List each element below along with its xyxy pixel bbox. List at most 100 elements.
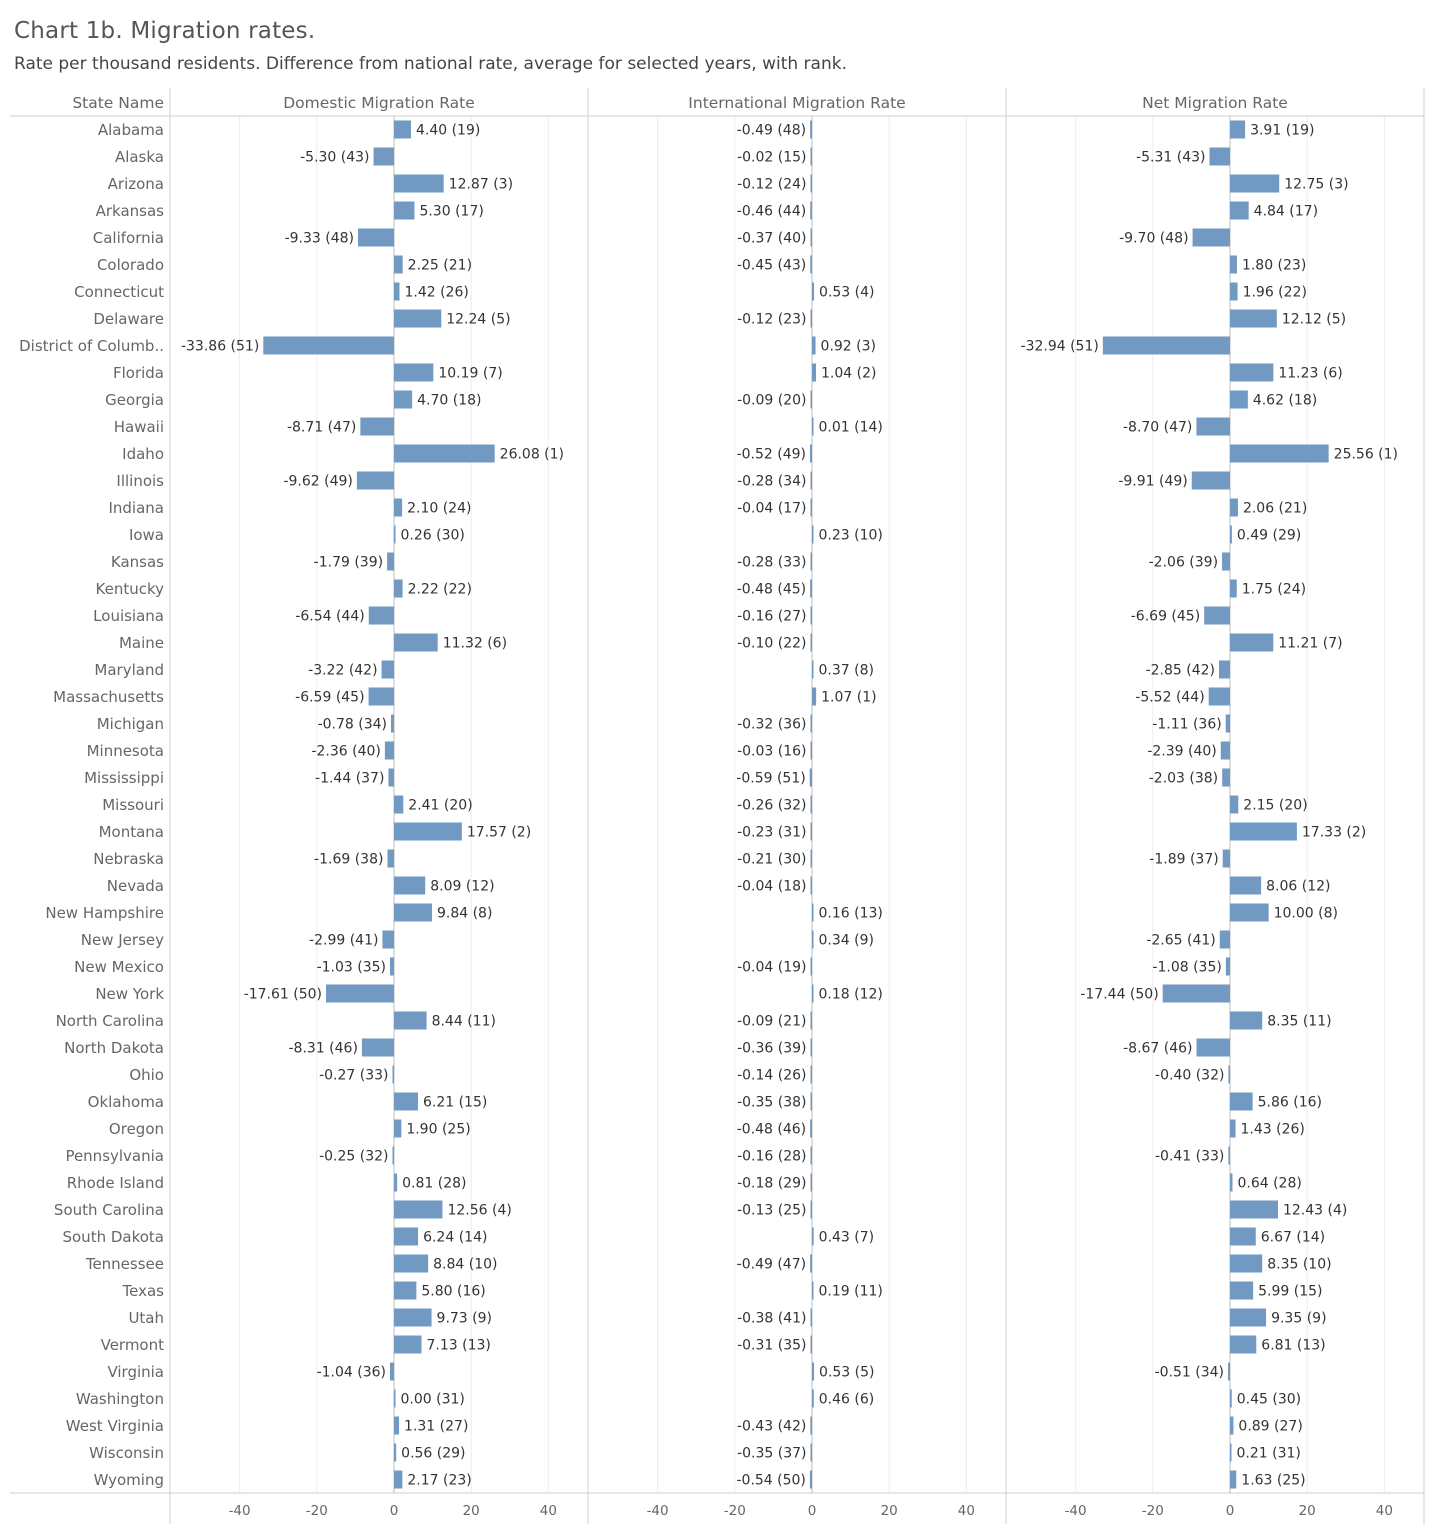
- data-label-domestic-migration-rate-pennsylvania: -0.25 (32): [319, 1149, 388, 1165]
- state-label-ohio: Ohio: [129, 1066, 164, 1084]
- data-label-international-migration-rate-north-carolina: -0.09 (21): [737, 1014, 806, 1030]
- bar-international-migration-rate-wyoming: [809, 1470, 812, 1489]
- bar-international-migration-rate-south-carolina: [810, 1200, 812, 1219]
- bar-net-migration-rate-connecticut: [1230, 282, 1238, 301]
- data-label-international-migration-rate-missouri: -0.26 (32): [737, 798, 806, 814]
- data-label-net-migration-rate-washington: 0.45 (30): [1237, 1392, 1301, 1408]
- data-label-international-migration-rate-vermont: -0.31 (35): [737, 1338, 806, 1354]
- bar-international-migration-rate-michigan: [810, 714, 812, 733]
- bars: [263, 120, 1329, 1489]
- bar-domestic-migration-rate-rhode-island: [394, 1173, 398, 1192]
- bar-domestic-migration-rate-massachusetts: [368, 687, 394, 706]
- bar-domestic-migration-rate-district-of-columb: [263, 336, 394, 355]
- bar-net-migration-rate-south-dakota: [1230, 1227, 1256, 1246]
- data-label-international-migration-rate-pennsylvania: -0.16 (28): [737, 1149, 806, 1165]
- bar-net-migration-rate-alabama: [1230, 120, 1246, 139]
- bar-net-migration-rate-virginia: [1228, 1362, 1230, 1381]
- data-label-international-migration-rate-oregon: -0.48 (46): [737, 1122, 806, 1138]
- x-tick-label: 40: [958, 1503, 975, 1519]
- state-label-pennsylvania: Pennsylvania: [65, 1147, 164, 1165]
- data-label-domestic-migration-rate-minnesota: -2.36 (40): [311, 744, 380, 760]
- bar-net-migration-rate-michigan: [1225, 714, 1230, 733]
- bar-domestic-migration-rate-wyoming: [394, 1470, 403, 1489]
- bar-international-migration-rate-massachusetts: [812, 687, 817, 706]
- bar-net-migration-rate-maryland: [1218, 660, 1230, 679]
- state-label-south-carolina: South Carolina: [54, 1201, 164, 1219]
- data-label-domestic-migration-rate-florida: 10.19 (7): [438, 366, 502, 382]
- bar-domestic-migration-rate-ohio: [392, 1065, 394, 1084]
- data-label-net-migration-rate-maine: 11.21 (7): [1278, 636, 1342, 652]
- header-layer: State Name Domestic Migration Rate Intern…: [72, 94, 1288, 112]
- data-label-domestic-migration-rate-indiana: 2.10 (24): [407, 501, 471, 517]
- bar-international-migration-rate-kansas: [810, 552, 812, 571]
- row-header: State Name: [72, 94, 164, 112]
- state-label-arkansas: Arkansas: [96, 202, 165, 220]
- state-label-oklahoma: Oklahoma: [88, 1093, 164, 1111]
- bar-domestic-migration-rate-new-jersey: [382, 930, 394, 949]
- bar-domestic-migration-rate-oregon: [394, 1119, 402, 1138]
- state-label-alaska: Alaska: [115, 148, 164, 166]
- data-label-net-migration-rate-ohio: -0.40 (32): [1155, 1068, 1224, 1084]
- data-label-net-migration-rate-texas: 5.99 (15): [1258, 1284, 1322, 1300]
- bar-net-migration-rate-nebraska: [1222, 849, 1230, 868]
- state-label-idaho: Idaho: [122, 445, 164, 463]
- state-label-missouri: Missouri: [102, 796, 164, 814]
- data-label-net-migration-rate-new-jersey: -2.65 (41): [1146, 933, 1215, 949]
- bar-net-migration-rate-missouri: [1230, 795, 1239, 814]
- data-label-domestic-migration-rate-arizona: 12.87 (3): [449, 177, 513, 193]
- state-label-nebraska: Nebraska: [93, 850, 164, 868]
- bar-international-migration-rate-tennessee: [810, 1254, 812, 1273]
- bar-domestic-migration-rate-colorado: [394, 255, 403, 274]
- x-tick-label: -40: [647, 1503, 669, 1519]
- data-label-domestic-migration-rate-new-mexico: -1.03 (35): [317, 960, 386, 976]
- bar-international-migration-rate-ohio: [810, 1065, 812, 1084]
- state-label-indiana: Indiana: [108, 499, 164, 517]
- data-label-net-migration-rate-oregon: 1.43 (26): [1241, 1122, 1305, 1138]
- bar-international-migration-rate-south-dakota: [812, 1227, 814, 1246]
- chart-title: Chart 1b. Migration rates.: [14, 18, 316, 44]
- bar-domestic-migration-rate-missouri: [394, 795, 404, 814]
- data-label-international-migration-rate-nevada: -0.04 (18): [737, 879, 806, 895]
- data-label-net-migration-rate-kentucky: 1.75 (24): [1242, 582, 1306, 598]
- state-label-new-york: New York: [95, 985, 164, 1003]
- bar-net-migration-rate-georgia: [1230, 390, 1248, 409]
- bar-international-migration-rate-connecticut: [812, 282, 815, 301]
- data-label-net-migration-rate-west-virginia: 0.89 (27): [1238, 1419, 1302, 1435]
- state-label-north-carolina: North Carolina: [56, 1012, 164, 1030]
- state-label-connecticut: Connecticut: [74, 283, 164, 301]
- bar-net-migration-rate-illinois: [1191, 471, 1230, 490]
- data-label-domestic-migration-rate-wyoming: 2.17 (23): [407, 1473, 471, 1489]
- data-label-international-migration-rate-mississippi: -0.59 (51): [736, 771, 805, 787]
- bar-net-migration-rate-iowa: [1230, 525, 1232, 544]
- data-label-international-migration-rate-south-dakota: 0.43 (7): [819, 1230, 874, 1246]
- data-label-net-migration-rate-california: -9.70 (48): [1119, 231, 1188, 247]
- bar-international-migration-rate-maine: [810, 633, 812, 652]
- data-label-domestic-migration-rate-arkansas: 5.30 (17): [419, 204, 483, 220]
- x-tick-label: -40: [229, 1503, 251, 1519]
- bar-domestic-migration-rate-hawaii: [360, 417, 394, 436]
- bar-domestic-migration-rate-utah: [394, 1308, 432, 1327]
- bar-domestic-migration-rate-wisconsin: [394, 1443, 397, 1462]
- data-label-net-migration-rate-connecticut: 1.96 (22): [1243, 285, 1307, 301]
- data-label-domestic-migration-rate-california: -9.33 (48): [285, 231, 354, 247]
- bar-domestic-migration-rate-new-hampshire: [394, 903, 432, 922]
- bar-international-migration-rate-wisconsin: [810, 1443, 812, 1462]
- data-label-net-migration-rate-wyoming: 1.63 (25): [1241, 1473, 1305, 1489]
- state-label-vermont: Vermont: [101, 1336, 165, 1354]
- data-label-international-migration-rate-hawaii: 0.01 (14): [819, 420, 883, 436]
- x-tick-label: 0: [1226, 1503, 1235, 1519]
- data-label-domestic-migration-rate-north-carolina: 8.44 (11): [432, 1014, 496, 1030]
- bar-international-migration-rate-minnesota: [810, 741, 812, 760]
- data-label-domestic-migration-rate-new-hampshire: 9.84 (8): [437, 906, 492, 922]
- bar-international-migration-rate-illinois: [810, 471, 812, 490]
- bar-domestic-migration-rate-new-york: [326, 984, 394, 1003]
- bar-domestic-migration-rate-south-carolina: [394, 1200, 443, 1219]
- x-tick-label: -20: [1142, 1503, 1164, 1519]
- bar-international-migration-rate-oklahoma: [810, 1092, 812, 1111]
- bar-domestic-migration-rate-indiana: [394, 498, 403, 517]
- state-label-iowa: Iowa: [129, 526, 164, 544]
- data-label-international-migration-rate-south-carolina: -0.13 (25): [737, 1203, 806, 1219]
- data-label-net-migration-rate-vermont: 6.81 (13): [1261, 1338, 1325, 1354]
- data-label-domestic-migration-rate-virginia: -1.04 (36): [317, 1365, 386, 1381]
